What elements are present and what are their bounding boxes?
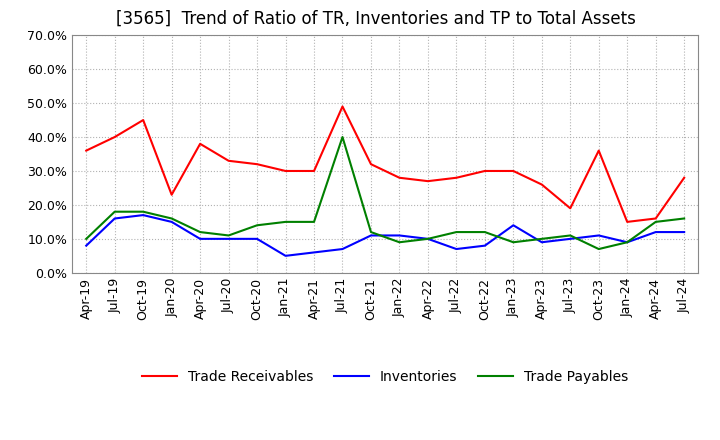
Trade Receivables [253, 161, 261, 167]
Trade Payables [652, 219, 660, 224]
Trade Payables [395, 240, 404, 245]
Trade Payables [566, 233, 575, 238]
Text: [3565]  Trend of Ratio of TR, Inventories and TP to Total Assets: [3565] Trend of Ratio of TR, Inventories… [116, 10, 636, 28]
Trade Payables [282, 219, 290, 224]
Trade Payables [225, 233, 233, 238]
Trade Payables [196, 229, 204, 235]
Inventories [82, 243, 91, 248]
Inventories [282, 253, 290, 258]
Inventories [310, 250, 318, 255]
Trade Receivables [623, 219, 631, 224]
Trade Receivables [452, 175, 461, 180]
Trade Payables [139, 209, 148, 214]
Trade Receivables [680, 175, 688, 180]
Inventories [110, 216, 119, 221]
Trade Payables [82, 236, 91, 242]
Trade Payables [253, 223, 261, 228]
Inventories [480, 243, 489, 248]
Trade Receivables [338, 104, 347, 109]
Line: Inventories: Inventories [86, 215, 684, 256]
Inventories [395, 233, 404, 238]
Trade Payables [595, 246, 603, 252]
Inventories [623, 240, 631, 245]
Trade Receivables [366, 161, 375, 167]
Inventories [652, 229, 660, 235]
Trade Receivables [82, 148, 91, 153]
Trade Payables [509, 240, 518, 245]
Trade Receivables [480, 169, 489, 174]
Inventories [595, 233, 603, 238]
Trade Receivables [509, 169, 518, 174]
Inventories [253, 236, 261, 242]
Trade Payables [623, 240, 631, 245]
Trade Receivables [423, 179, 432, 184]
Inventories [225, 236, 233, 242]
Trade Payables [680, 216, 688, 221]
Trade Receivables [139, 117, 148, 123]
Trade Receivables [196, 141, 204, 147]
Inventories [139, 213, 148, 218]
Line: Trade Receivables: Trade Receivables [86, 106, 684, 222]
Trade Payables [310, 219, 318, 224]
Trade Payables [480, 229, 489, 235]
Trade Receivables [282, 169, 290, 174]
Legend: Trade Receivables, Inventories, Trade Payables: Trade Receivables, Inventories, Trade Pa… [137, 364, 634, 389]
Line: Trade Payables: Trade Payables [86, 137, 684, 249]
Trade Receivables [310, 169, 318, 174]
Inventories [537, 240, 546, 245]
Trade Receivables [652, 216, 660, 221]
Inventories [566, 236, 575, 242]
Trade Payables [452, 229, 461, 235]
Inventories [338, 246, 347, 252]
Trade Receivables [225, 158, 233, 163]
Inventories [196, 236, 204, 242]
Trade Receivables [537, 182, 546, 187]
Inventories [366, 233, 375, 238]
Inventories [423, 236, 432, 242]
Trade Receivables [395, 175, 404, 180]
Trade Receivables [566, 205, 575, 211]
Trade Payables [537, 236, 546, 242]
Trade Receivables [110, 134, 119, 139]
Trade Receivables [595, 148, 603, 153]
Trade Payables [167, 216, 176, 221]
Trade Receivables [167, 192, 176, 198]
Inventories [452, 246, 461, 252]
Trade Payables [366, 229, 375, 235]
Trade Payables [110, 209, 119, 214]
Trade Payables [423, 236, 432, 242]
Inventories [167, 219, 176, 224]
Inventories [509, 223, 518, 228]
Trade Payables [338, 134, 347, 139]
Inventories [680, 229, 688, 235]
